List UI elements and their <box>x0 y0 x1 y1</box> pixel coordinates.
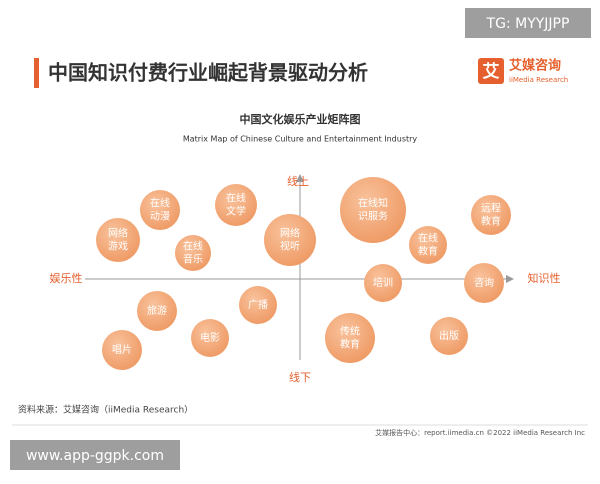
bubble <box>140 190 180 230</box>
bubble-label: 视听 <box>280 240 300 253</box>
bubble <box>137 291 177 331</box>
footer: 艾媒报告中心：report.iimedia.cn ©2022 iiMedia R… <box>375 428 585 437</box>
bubble-label: 咨询 <box>474 276 494 289</box>
bubble-label: 电影 <box>200 331 220 344</box>
bubble-label: 教育 <box>340 338 360 351</box>
bubble-label: 培训 <box>373 276 393 289</box>
watermark-top: TG: MYYJJPP <box>486 16 570 32</box>
bubble-label: 动漫 <box>150 211 170 223</box>
bubble <box>191 319 229 357</box>
bubble-label: 远程 <box>481 203 501 215</box>
bubble <box>102 330 142 370</box>
watermark-box <box>465 8 591 38</box>
bubble <box>430 317 468 355</box>
watermark-box <box>10 440 180 470</box>
bubble <box>96 218 140 262</box>
bubble-label: 网络 <box>280 227 300 240</box>
bubble <box>364 264 402 302</box>
axis-left-label: 娱乐性 <box>50 271 83 285</box>
bubble-label: 教育 <box>418 245 438 258</box>
axis-bottom-label: 线下 <box>289 370 311 384</box>
header-title: 中国知识付费行业崛起背景驱动分析 <box>48 61 368 85</box>
bubble-label: 在线 <box>226 192 246 205</box>
bubble-label: 唱片 <box>112 343 132 356</box>
diagram-title: 中国文化娱乐产业矩阵图 <box>240 112 361 126</box>
bubble-label: 在线 <box>183 240 203 253</box>
bubble-label: 出版 <box>439 329 459 342</box>
bubble-label: 在线 <box>150 197 170 210</box>
bubble <box>325 313 375 363</box>
bubble-label: 在线知 <box>358 197 388 210</box>
bubble-label: 识服务 <box>358 210 388 223</box>
diagram-subtitle: Matrix Map of Chinese Culture and Entert… <box>183 135 418 144</box>
bubble-label: 在线 <box>418 232 438 245</box>
bubble-label: 文学 <box>226 205 246 218</box>
logo-icon <box>478 58 504 84</box>
source: 资料来源：艾媒咨询（iiMedia Research） <box>18 404 193 416</box>
bubble <box>264 214 316 266</box>
logo-name: 艾媒咨询 <box>509 58 561 74</box>
axis-top-label: 线上 <box>287 174 309 188</box>
logo-mark: 艾 <box>483 61 500 82</box>
header-bar <box>34 58 39 88</box>
bubble <box>471 195 511 235</box>
bubble-label: 广播 <box>248 298 268 311</box>
bubble-label: 音乐 <box>183 253 203 266</box>
axis-right-label: 知识性 <box>528 271 561 285</box>
bubble-label: 教育 <box>481 215 501 228</box>
logo-sub: iiMedia Research <box>509 76 568 84</box>
bubble-label: 传统 <box>340 325 360 338</box>
bubble <box>175 235 211 271</box>
bubble-label: 网络 <box>108 227 128 240</box>
bubble-label: 旅游 <box>147 304 167 317</box>
bubble <box>464 263 504 303</box>
bubble <box>239 286 277 324</box>
bubble-label: 游戏 <box>108 240 128 253</box>
bubble <box>409 226 447 264</box>
bubble <box>215 184 257 226</box>
watermark-bottom: www.app-ggpk.com <box>26 448 164 464</box>
bubble <box>340 177 406 243</box>
